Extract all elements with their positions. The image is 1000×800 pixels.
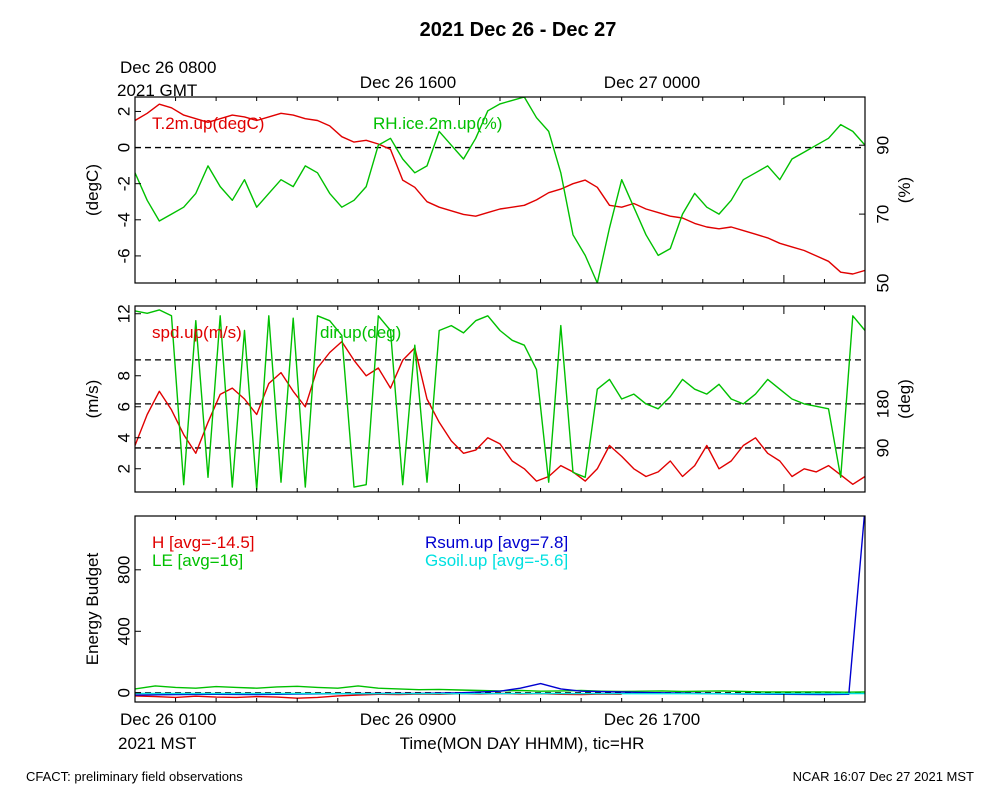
legend-radiation-sum: Rsum.up [avg=7.8]: [425, 533, 568, 552]
gmt-label-mid: Dec 26 1600: [360, 73, 456, 92]
legend-sensible-heat: H [avg=-14.5]: [152, 533, 255, 552]
y-tick-label-left: -6: [114, 248, 133, 263]
y-tick-label-left: 2: [114, 464, 133, 473]
y-tick-label-left: 8: [114, 371, 133, 380]
y-tick-label-right: 180: [873, 390, 892, 418]
y-tick-label-right: 90: [873, 438, 892, 457]
y-axis-label-left: (degC): [83, 164, 102, 216]
legend-temperature: T.2m.up(degC): [152, 114, 264, 133]
y-tick-label-left: 12: [114, 304, 133, 323]
x-axis-label: Time(MON DAY HHMM), tic=HR: [400, 734, 645, 753]
legend-soil-heat: Gsoil.up [avg=-5.6]: [425, 551, 568, 570]
series-line-spd-up-m-s: [135, 340, 865, 485]
mst-label-mid: Dec 26 0900: [360, 710, 456, 729]
legend-wind-direction: dir.up(deg): [320, 323, 401, 342]
footer-right: NCAR 16:07 Dec 27 2021 MST: [793, 769, 974, 784]
temperature-humidity-panel: 2 0 -2 -4 -6 (degC) 90 70 50 (%): [83, 96, 914, 293]
y-tick-label-left: 2: [114, 107, 133, 116]
mst-label-right: Dec 26 1700: [604, 710, 700, 729]
y-tick-label-left: 400: [114, 617, 133, 645]
mst-label-first: Dec 26 0100: [120, 710, 216, 729]
y-tick-label-right: 70: [873, 205, 892, 224]
y-tick-label-right: 50: [873, 274, 892, 293]
y-tick-label-left: -2: [114, 176, 133, 191]
series-line-rh-ice-2m-up: [135, 97, 865, 283]
y-axis-label-right: (deg): [895, 379, 914, 419]
y-tick-label-left: 800: [114, 556, 133, 584]
y-axis-label-right: (%): [895, 177, 914, 203]
energy-budget-panel: 800 400 0 Energy Budget: [83, 515, 866, 703]
chart-title: 2021 Dec 26 - Dec 27: [420, 19, 617, 41]
mst-label-second: 2021 MST: [118, 734, 196, 753]
y-axis-label-left: (m/s): [83, 380, 102, 419]
y-tick-label-left: 4: [114, 433, 133, 442]
legend-wind-speed: spd.up(m/s): [152, 323, 242, 342]
gmt-label-first: Dec 26 0800: [120, 58, 216, 77]
legend-humidity: RH.ice.2m.up(%): [373, 114, 502, 133]
y-tick-label-left: 0: [114, 143, 133, 152]
y-tick-label-left: -4: [114, 212, 133, 227]
y-tick-label-right: 90: [873, 136, 892, 155]
legend-latent-heat: LE [avg=16]: [152, 551, 243, 570]
gmt-label-second: 2021 GMT: [117, 81, 197, 100]
y-axis-label-left: Energy Budget: [83, 552, 102, 665]
y-tick-label-left: 0: [114, 688, 133, 697]
wind-panel: 12 8 6 4 2 (m/s) 180 90(deg): [83, 304, 914, 493]
footer-left: CFACT: preliminary field observations: [26, 769, 243, 784]
gmt-label-right: Dec 27 0000: [604, 73, 700, 92]
y-tick-label-left: 6: [114, 402, 133, 411]
series-line-t-2m-up-degc: [135, 103, 865, 275]
